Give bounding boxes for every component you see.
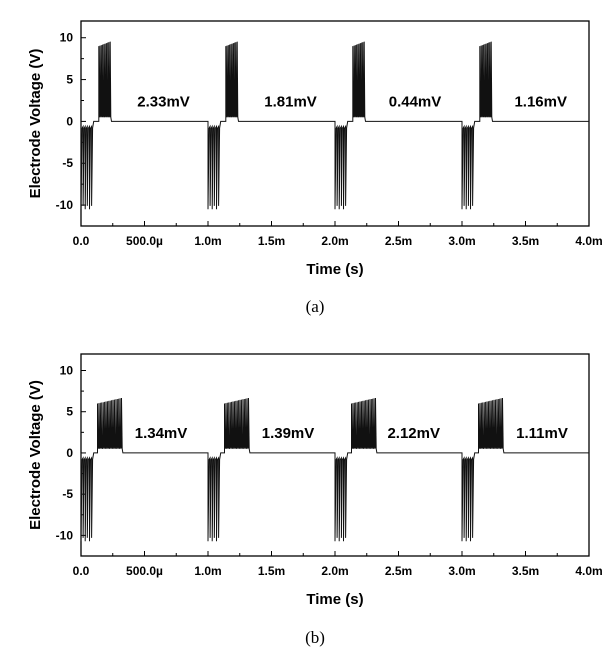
x-tick-label: 1.5m <box>258 564 285 578</box>
y-axis-title: Electrode Voltage (V) <box>27 380 44 530</box>
voltage-trace <box>80 41 589 210</box>
chart-panel-b: 0.0 500.0µ 1.0m 1.5m 2.0m 2.5m 3.0m 3.5m 4.0m 10 5… <box>27 353 603 647</box>
chart-panel-a: 0.0 500.0µ 1.0m 1.5m 2.0m 2.5m 3.0m 3.5m 4.0m 10 5… <box>27 20 603 316</box>
y-tick-label: -10 <box>56 528 74 542</box>
y-tick-label: -5 <box>62 487 73 501</box>
residual-voltage-label: 1.81mV <box>264 93 317 110</box>
x-tick-label: 3.0m <box>448 564 475 578</box>
x-tick-label: 1.5m <box>258 234 285 248</box>
residual-voltage-label: 1.34mV <box>135 425 188 442</box>
y-tick-label: 10 <box>60 363 74 377</box>
x-tick-label: 4.0m <box>575 564 602 578</box>
x-tick-label: 2.0m <box>321 234 348 248</box>
y-tick-label: 5 <box>66 405 73 419</box>
residual-voltage-label: 1.16mV <box>514 93 567 110</box>
x-tick-label: 0.0 <box>73 234 90 248</box>
y-tick-label: 0 <box>66 114 73 128</box>
x-tick-label: 3.5m <box>512 234 539 248</box>
x-tick-label: 2.5m <box>385 564 412 578</box>
y-tick-label: 10 <box>60 31 74 45</box>
x-tick-label: 1.0m <box>194 564 221 578</box>
x-axis-title: Time (s) <box>306 591 363 608</box>
residual-voltage-label: 2.33mV <box>137 93 190 110</box>
x-tick-label: 2.0m <box>321 564 348 578</box>
x-axis-title: Time (s) <box>306 261 363 278</box>
residual-voltage-label: 1.39mV <box>262 425 315 442</box>
x-tick-label: 2.5m <box>385 234 412 248</box>
y-tick-label: -10 <box>56 198 74 212</box>
panel-caption: (b) <box>305 628 325 647</box>
x-tick-label: 0.0 <box>73 564 90 578</box>
panel-caption: (a) <box>306 297 325 316</box>
residual-voltage-label: 0.44mV <box>389 93 442 110</box>
x-tick-label: 500.0µ <box>126 564 163 578</box>
y-tick-label: 0 <box>66 446 73 460</box>
y-axis-title: Electrode Voltage (V) <box>27 49 44 199</box>
x-tick-label: 4.0m <box>575 234 602 248</box>
y-tick-label: -5 <box>62 156 73 170</box>
residual-voltage-label: 1.11mV <box>516 425 568 442</box>
y-tick-label: 5 <box>66 73 73 87</box>
residual-voltage-label: 2.12mV <box>387 425 440 442</box>
x-tick-label: 3.0m <box>448 234 475 248</box>
voltage-trace <box>80 397 589 542</box>
x-tick-label: 1.0m <box>194 234 221 248</box>
x-tick-label: 500.0µ <box>126 234 163 248</box>
x-tick-label: 3.5m <box>512 564 539 578</box>
